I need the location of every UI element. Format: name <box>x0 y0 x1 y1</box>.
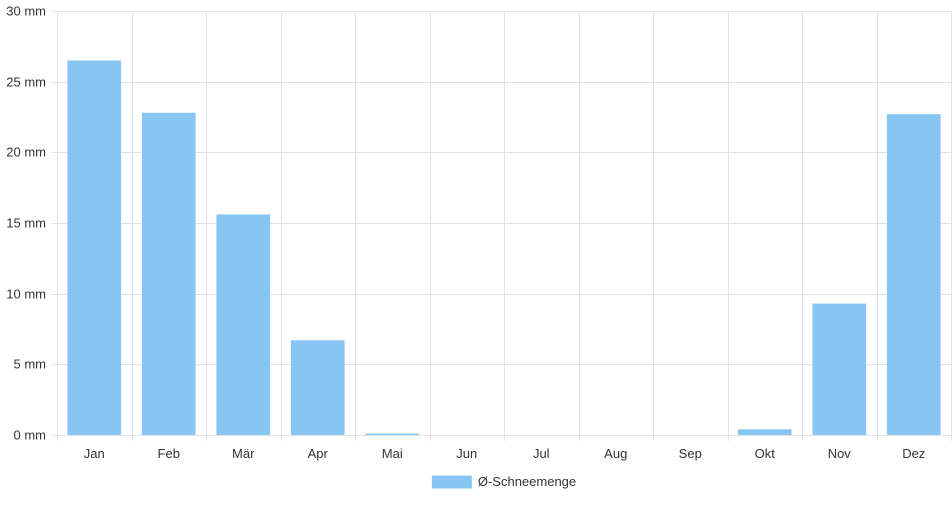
legend-label[interactable]: Ø-Schneemenge <box>478 474 576 489</box>
y-tick-label: 15 mm <box>6 216 46 231</box>
bar-series <box>67 60 941 435</box>
x-tick-label: Mai <box>382 446 403 461</box>
bar-feb[interactable] <box>141 112 196 435</box>
x-axis: Jan Feb Mär Apr Mai Jun Jul Aug Sep Okt Nov Dez <box>84 446 926 461</box>
x-tick-label: Jul <box>533 446 550 461</box>
y-tick-label: 5 mm <box>14 357 47 372</box>
y-tick-label: 20 mm <box>6 145 46 160</box>
legend-swatch[interactable] <box>431 475 472 489</box>
x-tick-label: Sep <box>679 446 702 461</box>
grid-lines <box>51 11 952 441</box>
x-tick-label: Nov <box>828 446 852 461</box>
y-tick-label: 0 mm <box>14 428 47 443</box>
bar-mär[interactable] <box>216 214 271 435</box>
x-tick-label: Feb <box>158 446 180 461</box>
bar-apr[interactable] <box>290 340 345 435</box>
x-tick-label: Aug <box>604 446 627 461</box>
bar-mai[interactable] <box>365 433 420 435</box>
x-tick-label: Jun <box>456 446 477 461</box>
x-tick-label: Okt <box>755 446 776 461</box>
bar-jan[interactable] <box>67 60 122 435</box>
bar-dez[interactable] <box>886 114 941 435</box>
x-tick-label: Mär <box>232 446 255 461</box>
y-axis: 0 mm 5 mm 10 mm 15 mm 20 mm 25 mm 30 mm <box>6 4 46 443</box>
legend[interactable]: Ø-Schneemenge <box>431 474 576 489</box>
y-tick-label: 25 mm <box>6 75 46 90</box>
y-tick-label: 30 mm <box>6 4 46 19</box>
y-tick-label: 10 mm <box>6 287 46 302</box>
x-tick-label: Apr <box>308 446 329 461</box>
x-tick-label: Dez <box>902 446 925 461</box>
bar-okt[interactable] <box>737 429 792 435</box>
bar-nov[interactable] <box>812 303 867 435</box>
x-tick-label: Jan <box>84 446 105 461</box>
